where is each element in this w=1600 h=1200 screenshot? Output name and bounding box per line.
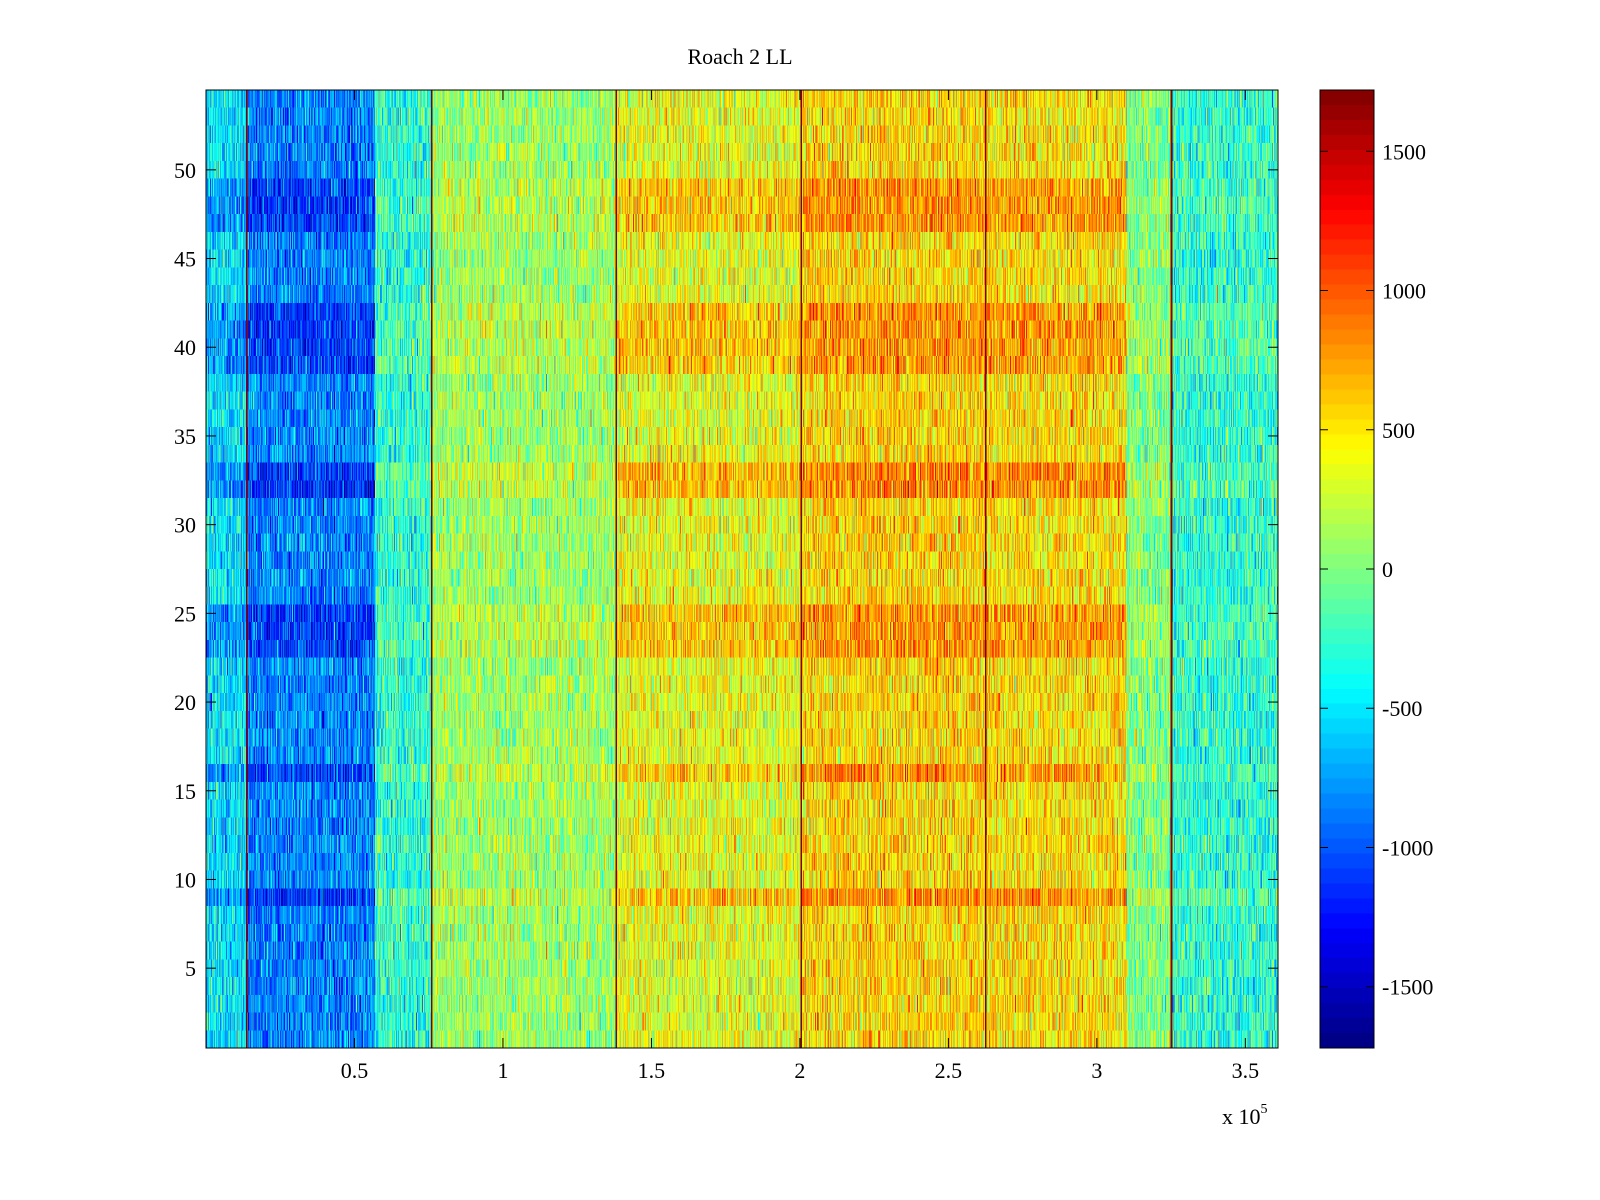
colorbar-tick-label: -500	[1382, 696, 1422, 721]
colorbar-tick-label: 500	[1382, 418, 1415, 443]
y-tick-label: 50	[174, 158, 196, 183]
x-tick-label: 3	[1091, 1058, 1102, 1083]
y-tick-label: 5	[185, 956, 196, 981]
y-tick-label: 20	[174, 690, 196, 715]
colorbar-tick-label: 1500	[1382, 139, 1426, 164]
y-tick-label: 35	[174, 424, 196, 449]
colorbar-gradient-area	[1320, 90, 1374, 1048]
chart-title: Roach 2 LL	[687, 44, 792, 69]
colorbar-ticks: 1500 1000 500 0 -500 -1000 -1500	[1320, 139, 1433, 1000]
x-tick-label: 2.5	[935, 1058, 963, 1083]
x-axis-multiplier-exponent: 5	[1261, 1102, 1268, 1117]
colorbar-image	[1320, 90, 1374, 1048]
colorbar-tick-label: 0	[1382, 557, 1393, 582]
x-tick-label: 3.5	[1232, 1058, 1260, 1083]
x-axis-multiplier: x 105	[1222, 1102, 1268, 1129]
y-tick-label: 30	[174, 513, 196, 538]
colorbar-tick-label: -1500	[1382, 975, 1433, 1000]
colorbar-tick-label: 1000	[1382, 279, 1426, 304]
y-tick-label: 15	[174, 779, 196, 804]
heatmap-image	[206, 90, 1278, 1048]
y-tick-label: 40	[174, 335, 196, 360]
y-tick-label: 45	[174, 247, 196, 272]
plot-axes-frame	[205, 89, 1279, 1049]
x-tick-label: 1	[497, 1058, 508, 1083]
y-axis-ticks: 5 10 15 20 25 30 35 40 45 50	[174, 158, 1278, 981]
x-tick-label: 0.5	[341, 1058, 369, 1083]
x-tick-label: 2	[794, 1058, 805, 1083]
heatmap-plot-area	[206, 90, 1278, 1048]
x-tick-label: 1.5	[638, 1058, 666, 1083]
y-tick-label: 25	[174, 601, 196, 626]
x-axis-ticks: 0.5 1 1.5 2 2.5 3 3.5	[341, 90, 1259, 1083]
x-axis-multiplier-base: x 10	[1222, 1104, 1261, 1129]
colorbar-tick-label: -1000	[1382, 835, 1433, 860]
y-tick-label: 10	[174, 867, 196, 892]
